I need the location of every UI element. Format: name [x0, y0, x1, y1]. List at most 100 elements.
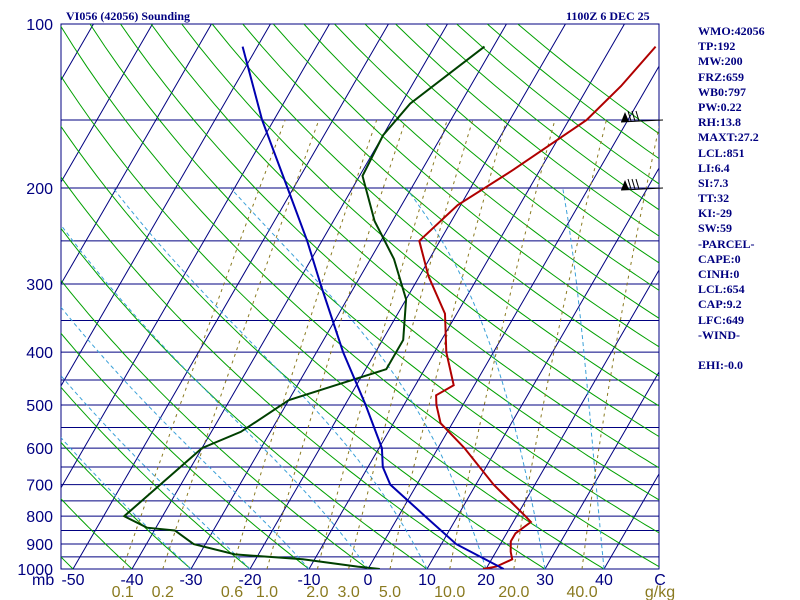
isotherm-line: [603, 472, 659, 569]
dry-adiabat: [61, 386, 251, 569]
stat-line: -WIND-: [698, 327, 740, 342]
mixing-ratio-line: [266, 119, 407, 569]
isotherm-line: [72, 24, 389, 569]
dry-adiabat: [150, 24, 659, 469]
stat-line: LCL:851: [698, 145, 745, 160]
temperature-tick-label: -30: [179, 572, 202, 589]
dry-adiabat: [61, 279, 369, 569]
dry-adiabat: [89, 24, 659, 534]
stat-line: LI:6.4: [698, 160, 730, 175]
dry-adiabat: [334, 24, 659, 291]
temperature-tick-label: -50: [61, 572, 84, 589]
temperature-tick-label: 10: [418, 572, 436, 589]
dry-adiabat: [120, 24, 659, 501]
temperature-tick-label: 20: [477, 572, 495, 589]
isotherm-line: [249, 24, 566, 569]
pressure-unit-label: mb: [32, 572, 54, 589]
moist-adiabat: [61, 306, 310, 569]
stat-line: PW:0.22: [698, 99, 742, 114]
temperature-unit-label: C: [654, 572, 666, 589]
parcel-profile: [241, 46, 505, 569]
mixing-ratio-label: 20.0: [498, 584, 529, 600]
isotherm-line: [544, 371, 659, 569]
temperature-tick-label: 0: [364, 572, 373, 589]
isotherm-line: [190, 24, 507, 569]
mixing-ratio-line: [348, 119, 474, 569]
stat-line: TT:32: [698, 191, 730, 206]
dry-adiabat: [364, 24, 659, 264]
stat-line: [698, 343, 765, 358]
wind-barbs: [620, 110, 664, 191]
stat-line: KI:-29: [698, 206, 732, 221]
mixing-ratio-label: 0.2: [152, 584, 174, 600]
isotherm-line: [308, 24, 625, 569]
mixing-ratio-label: 2.0: [306, 584, 328, 600]
stat-line: FRZ:659: [698, 69, 744, 84]
dry-adiabat: [272, 24, 659, 348]
stat-line: WMO:42056: [698, 24, 765, 38]
temperature-tick-label: -40: [120, 572, 143, 589]
stat-line: SI:7.3: [698, 175, 729, 190]
moist-adiabat: [61, 436, 192, 569]
stat-line: CINH:0: [698, 267, 740, 281]
stat-line: EHI:-0.0: [698, 358, 743, 373]
stats-panel: WMO:42056 TP:192 MW:200 FRZ:659 WB0:797 PW:0.…: [698, 24, 765, 373]
moist-adiabat: [562, 188, 605, 569]
stat-line: MAXT:27.2: [698, 130, 759, 145]
moist-adiabat: [405, 187, 546, 569]
moist-adiabat: [112, 187, 428, 569]
pressure-tick-label: 1000: [17, 562, 53, 579]
mixing-ratio-line: [122, 119, 286, 569]
dry-adiabat: [61, 441, 192, 569]
dry-adiabat: [61, 125, 546, 569]
mixing-ratio-line: [513, 119, 607, 569]
isotherm-line: [426, 167, 659, 569]
mixing-ratio-line: [449, 119, 556, 569]
pressure-tick-label: 100: [26, 17, 53, 34]
isotherm-line: [61, 24, 212, 285]
mixing-ratio-line: [162, 119, 320, 569]
mixing-ratio-unit: g/kg: [645, 584, 675, 600]
pressure-tick-label: 300: [26, 277, 53, 294]
temperature-tick-label: -10: [297, 572, 320, 589]
mixing-ratio-label: 3.0: [337, 584, 359, 600]
temperature-tick-label: 40: [595, 572, 613, 589]
dry-adiabat: [211, 24, 659, 407]
pressure-tick-label: 900: [26, 537, 53, 554]
stat-line: CAPE:0: [698, 251, 741, 266]
pressure-tick-label: 700: [26, 478, 53, 495]
dry-adiabat: [61, 498, 133, 569]
pressure-tick-label: 500: [26, 398, 53, 415]
wind-barb: [620, 110, 664, 123]
mixing-ratio-label: 0.1: [112, 584, 134, 600]
dry-adiabat: [242, 24, 659, 377]
stat-line: LCL:654: [698, 282, 745, 297]
chart-title: VI056 (42056) Sounding: [66, 9, 191, 23]
stat-line: CAP:9.2: [698, 297, 742, 312]
isotherm-line: [367, 65, 659, 569]
pressure-tick-label: 200: [26, 181, 53, 198]
mixing-ratio-label: 40.0: [566, 584, 597, 600]
dry-adiabat: [61, 176, 487, 569]
mixing-ratio-line: [231, 119, 378, 569]
pressure-tick-label: 400: [26, 345, 53, 362]
dry-adiabat: [303, 24, 659, 319]
mixing-ratio-label: 5.0: [379, 584, 401, 600]
mixing-ratio-line: [581, 125, 659, 569]
pressure-tick-label: 600: [26, 441, 53, 458]
stat-line: LFC:649: [698, 312, 744, 327]
chart-time: 1100Z 6 DEC 25: [566, 9, 650, 23]
stat-line: SW:59: [698, 221, 733, 236]
wind-barb: [620, 178, 664, 191]
mixing-ratio-label: 10.0: [434, 584, 465, 600]
pressure-tick-label: 800: [26, 509, 53, 526]
stat-line: -PARCEL-: [698, 236, 755, 251]
stat-line: WB0:797: [698, 84, 746, 99]
dewpoint-profile: [122, 45, 486, 569]
grid-lines: [61, 24, 659, 569]
moist-adiabat: [61, 224, 369, 569]
temperature-tick-label: 30: [536, 572, 554, 589]
isotherm-line: [485, 269, 659, 569]
